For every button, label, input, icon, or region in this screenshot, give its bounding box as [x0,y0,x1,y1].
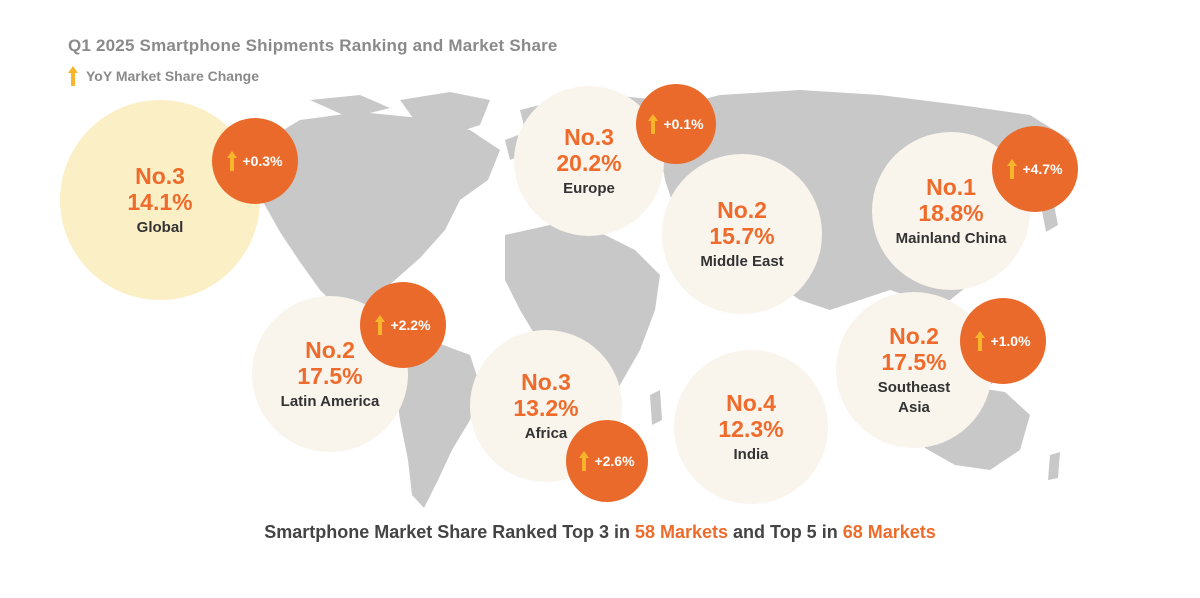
up-arrow-icon [1007,159,1018,179]
change-badge-mainland-china: +4.7% [992,126,1078,212]
share-value: 14.1% [127,188,193,215]
rank-label: No.3 [135,162,185,189]
change-badge-africa: +2.6% [566,420,648,502]
rank-label: No.4 [726,389,776,416]
up-arrow-icon [68,66,78,86]
madagascar-shape [650,390,662,425]
region-name: India [733,445,769,463]
region-name: Africa [524,424,568,442]
footer-text-part2: and Top 5 in [728,522,843,542]
region-name: Europe [563,179,615,197]
region-name: Global [136,218,184,236]
change-badge-global: +0.3% [212,118,298,204]
share-value: 17.5% [297,362,363,389]
markets-top3: 58 Markets [634,522,729,542]
up-arrow-icon [579,451,590,471]
legend-label: YoY Market Share Change [86,68,259,84]
rank-label: No.3 [521,368,571,395]
change-badge-latin-america: +2.2% [360,282,446,368]
share-value: 20.2% [556,149,622,176]
region-bubble-mainland-china: No.1 18.8% Mainland China [872,132,1030,290]
north-america-shape [250,112,500,318]
change-value: +2.2% [390,317,431,333]
africa-shape [505,225,660,440]
region-bubble-india: No.4 12.3% India [674,350,828,504]
share-value: 18.8% [918,199,984,226]
change-value: +0.3% [242,153,283,169]
greenland-shape [400,92,490,135]
rank-label: No.2 [889,322,939,349]
up-arrow-icon [227,151,238,171]
change-value: +2.6% [594,453,635,469]
rank-label: No.2 [305,336,355,363]
change-badge-europe: +0.1% [636,84,716,164]
region-name: Latin America [280,392,380,410]
up-arrow-icon [648,114,659,134]
region-name: Middle East [700,252,784,270]
share-value: 15.7% [709,222,775,249]
change-value: +0.1% [663,116,704,132]
rank-label: No.1 [926,173,976,200]
rank-label: No.3 [564,123,614,150]
markets-top5: 68 Markets [842,522,936,542]
share-value: 17.5% [881,348,947,375]
region-name: Mainland China [895,229,1007,247]
footer-text-part1: Smartphone Market Share Ranked Top 3 in [264,522,635,542]
south-america-shape [390,340,480,508]
legend: YoY Market Share Change [68,66,259,86]
footer-summary: Smartphone Market Share Ranked Top 3 in … [0,522,1200,543]
share-value: 12.3% [718,415,784,442]
change-value: +1.0% [990,333,1031,349]
page-title: Q1 2025 Smartphone Shipments Ranking and… [68,36,558,55]
new-zealand-shape [1048,452,1060,480]
arctic-islands-shape [310,95,390,118]
region-bubble-middle-east: No.2 15.7% Middle East [662,154,822,314]
change-badge-southeast-asia: +1.0% [960,298,1046,384]
region-name-line1: Southeast [877,378,951,396]
up-arrow-icon [375,315,386,335]
rank-label: No.2 [717,196,767,223]
change-value: +4.7% [1022,161,1063,177]
region-name-line2: Asia [898,398,930,416]
up-arrow-icon [975,331,986,351]
share-value: 13.2% [513,394,579,421]
